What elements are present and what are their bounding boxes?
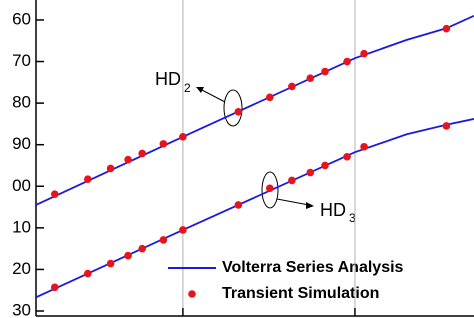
point [442, 122, 451, 130]
legend-label: Volterra Series Analysis [222, 259, 404, 276]
y-tick-label: 80 [12, 93, 31, 112]
hd2-ellipse [223, 89, 243, 127]
point [50, 283, 59, 292]
point [138, 149, 147, 158]
point [159, 140, 168, 148]
point [138, 244, 147, 253]
hd3-sub: 3 [349, 211, 356, 225]
point [343, 57, 351, 66]
hd3-ellipse [261, 171, 279, 209]
point [106, 164, 115, 173]
point [266, 93, 274, 102]
hd3-label: HD [320, 200, 346, 220]
point [288, 176, 296, 185]
point [159, 236, 168, 244]
y-tick-label: 30 [12, 300, 31, 318]
point [360, 142, 368, 151]
point [234, 201, 243, 209]
y-tick-label: 90 [12, 134, 31, 153]
point [124, 155, 132, 164]
y-tick-label: 60 [12, 9, 31, 28]
curve [35, 118, 474, 299]
point [343, 152, 351, 161]
hd3-arrowhead [306, 202, 314, 209]
point [288, 82, 296, 91]
point [360, 49, 368, 58]
legend-swatch [188, 290, 196, 298]
curve [35, 14, 474, 206]
hd2-arrowhead [196, 87, 204, 93]
point [442, 24, 451, 33]
y-tick-label: 00 [12, 176, 31, 195]
point [321, 161, 329, 170]
hd2-arrow [199, 88, 226, 103]
point [83, 269, 92, 278]
point [266, 184, 274, 193]
point [106, 259, 115, 268]
y-tick-label: 70 [12, 51, 31, 70]
hd2-sub: 2 [184, 81, 191, 95]
legend-label: Transient Simulation [222, 285, 379, 302]
point [50, 190, 59, 198]
point [234, 108, 243, 116]
point [83, 175, 92, 184]
y-tick-label: 20 [12, 259, 31, 278]
point [179, 226, 187, 234]
hd3-arrow [276, 198, 310, 206]
point [321, 67, 329, 76]
point [306, 74, 315, 82]
y-tick-label: 10 [12, 217, 31, 236]
point [179, 132, 187, 141]
hd2-label: HD [155, 69, 181, 89]
point [124, 251, 132, 260]
point [306, 168, 315, 177]
